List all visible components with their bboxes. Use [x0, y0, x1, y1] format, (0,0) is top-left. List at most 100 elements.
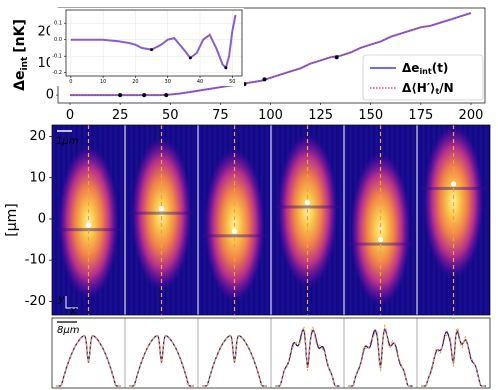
y-tick-label: -20 — [25, 294, 46, 309]
marker — [142, 93, 147, 98]
legend-label: Δeint(t) — [402, 61, 448, 76]
y-label-main: Δe — [12, 71, 28, 91]
stripe — [271, 125, 274, 315]
axes-glyph — [65, 296, 78, 309]
legend-tail: (t) — [432, 61, 449, 75]
profile-fit — [275, 326, 340, 387]
legend-tail: /N — [439, 81, 453, 95]
y-tick-label: -10 — [25, 253, 46, 268]
series-line — [70, 14, 237, 70]
profile-fit — [421, 327, 486, 387]
density-panels: -20 -10 0 10 20 [μm] 1μm yx — [4, 123, 491, 317]
density-blob — [349, 151, 412, 308]
profile-line — [56, 334, 121, 387]
profile-line — [129, 334, 194, 387]
x-tick-label: 30 — [165, 79, 171, 85]
density-gap — [202, 234, 267, 238]
energy-plot: 0 25 50 75 100 125 150 175 20001020Δeint[nK]Δein… — [12, 7, 486, 123]
y-tick-label: 20 — [37, 24, 54, 39]
legend-label: Δ⟨H′⟩t/N — [402, 81, 454, 96]
density-gap — [56, 228, 121, 232]
y-tick-label: 10 — [37, 56, 54, 71]
marker — [118, 93, 123, 98]
y-label-sub: int — [20, 56, 30, 70]
stripe — [125, 125, 128, 315]
profile-line — [421, 328, 486, 387]
x-tick-label: 125 — [308, 108, 333, 123]
profile-line — [202, 334, 267, 387]
x-tick-label: 150 — [358, 108, 383, 123]
marker — [188, 56, 192, 60]
center-marker — [377, 236, 384, 243]
center-marker — [158, 206, 165, 212]
inset-background — [50, 8, 244, 86]
marker — [262, 77, 267, 82]
x-tick-label: 50 — [229, 79, 235, 85]
legend-box — [362, 54, 484, 101]
x-tick-label: 40 — [197, 79, 203, 85]
profile-fit — [56, 334, 121, 387]
y-label-unit: [nK] — [12, 19, 28, 53]
stripe — [484, 125, 488, 315]
legend-sub: int — [419, 67, 431, 76]
y-axis-label: Δeint [nK] — [12, 19, 30, 91]
stripe — [192, 125, 196, 315]
legend-sub: t — [435, 87, 439, 96]
density-gap — [129, 211, 194, 215]
profile-panels: 8μm — [51, 317, 491, 389]
stripe — [422, 125, 425, 315]
profile-line — [348, 327, 413, 387]
x-tick-label: 25 — [112, 108, 129, 123]
marker — [150, 48, 154, 52]
stripe — [417, 125, 420, 315]
density-blob — [130, 135, 193, 292]
profile-fit — [202, 334, 267, 387]
x-tick-label: 175 — [408, 108, 433, 123]
y-tick-label: 0 — [38, 211, 46, 226]
axis-x-glyph: x — [69, 304, 77, 317]
marker — [224, 66, 228, 70]
x-tick-label: 100 — [258, 108, 283, 123]
x-tick-label: 75 — [212, 108, 229, 123]
x-tick-label: 20 — [132, 79, 138, 85]
series-line — [70, 12, 472, 96]
center-marker — [231, 228, 238, 234]
legend-name: Δe — [402, 61, 419, 75]
y-tick-label: 0.0 — [54, 37, 62, 43]
y-tick-label: 10 — [29, 170, 46, 185]
center-marker — [304, 199, 311, 206]
x-tick-label: 10 — [100, 79, 106, 85]
image-frame — [51, 124, 491, 316]
marker — [164, 93, 169, 98]
inset-plot: 0 10 20 30 40 50 -0.2 -0.1 0.0 0.1 — [50, 8, 244, 86]
density-gap — [275, 205, 340, 209]
x-tick-label: 0 — [66, 108, 74, 123]
scale-label: 8μm — [57, 325, 80, 336]
profile-frame — [51, 317, 491, 389]
stripe — [338, 125, 342, 315]
y-tick-label: 0.1 — [54, 21, 62, 27]
y-tick-label: 20 — [29, 129, 46, 144]
stripe — [344, 125, 347, 315]
y-tick-label: -0.2 — [52, 70, 62, 76]
stripe — [52, 125, 55, 315]
profile-fit — [129, 334, 194, 387]
x-tick-label: 50 — [162, 108, 179, 123]
y-axis-label: [μm] — [4, 203, 20, 236]
scale-label: 1μm — [56, 136, 79, 147]
profile-line — [275, 328, 340, 387]
legend-name: Δ⟨H′⟩ — [402, 81, 435, 95]
axis-y-glyph: y — [57, 292, 65, 305]
center-marker — [85, 222, 92, 228]
density-blob — [422, 123, 485, 280]
center-marker — [450, 181, 457, 187]
marker — [334, 55, 339, 60]
y-tick-label: -0.1 — [52, 54, 62, 60]
stripe — [198, 125, 201, 315]
y-tick-label: 0 — [46, 88, 54, 103]
density-blob — [57, 144, 120, 301]
stripe — [265, 125, 269, 315]
stripe — [411, 125, 415, 315]
profile-fit — [348, 323, 413, 387]
